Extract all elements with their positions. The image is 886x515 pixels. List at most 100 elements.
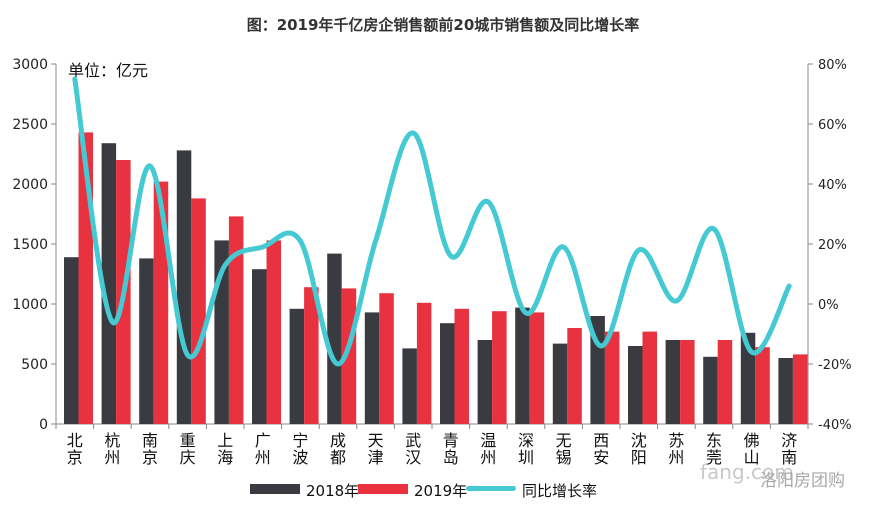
y-right-tick-label: 0%: [818, 298, 839, 313]
bar-2018: [139, 258, 154, 424]
bar-2019: [379, 293, 394, 424]
bar-2019: [529, 312, 545, 424]
bar-2018: [364, 312, 380, 424]
legend-swatch-2018: [250, 484, 300, 494]
x-tick-label: 苏: [668, 431, 684, 450]
y-left-tick-label: 3000: [12, 57, 48, 73]
x-tick-label: 山: [744, 448, 760, 467]
x-tick-label: 东: [706, 431, 722, 450]
x-tick-label: 沈: [631, 431, 647, 450]
chart-title: 图：2019年千亿房企销售额前20城市销售额及同比增长率: [246, 16, 640, 34]
bar-2018: [515, 307, 530, 424]
y-left-tick-label: 2500: [12, 117, 48, 133]
x-tick-label: 州: [480, 448, 496, 467]
legend-label-2018: 2018年: [306, 482, 360, 500]
bar-2018: [665, 340, 681, 424]
y-right-tick-label: 20%: [818, 238, 847, 253]
bar-2019: [755, 347, 770, 424]
x-tick-label: 莞: [706, 448, 722, 467]
bar-2018: [552, 343, 568, 424]
bar-2018: [477, 340, 493, 424]
x-tick-label: 天: [368, 431, 384, 450]
bar-2019: [454, 308, 469, 424]
x-tick-label: 佛: [744, 431, 760, 450]
x-tick-label: 温: [480, 431, 496, 450]
x-tick-label: 庆: [180, 448, 196, 467]
bar-2018: [590, 316, 605, 424]
bar-2018: [289, 308, 305, 424]
bar-2019: [341, 288, 357, 424]
bar-2019: [642, 331, 657, 424]
x-tick-label: 无: [556, 431, 572, 450]
y-left-tick-label: 1500: [12, 237, 48, 253]
bar-2018: [64, 257, 79, 424]
bar-2019: [492, 311, 507, 424]
bar-2019: [266, 240, 281, 424]
x-tick-label: 上: [217, 431, 233, 450]
watermark-logo: fang.com: [700, 460, 794, 484]
y-right-tick-label: 60%: [818, 118, 847, 133]
watermark-text: 洛阳房团购: [760, 471, 845, 491]
x-tick-label: 武: [405, 431, 421, 450]
y-left-tick-label: 500: [21, 357, 48, 373]
bar-2019: [680, 340, 695, 424]
bar-2018: [101, 143, 117, 424]
x-tick-label: 波: [292, 448, 308, 467]
x-tick-label: 锡: [556, 448, 572, 467]
x-tick-label: 京: [67, 448, 83, 467]
bar-2018: [703, 356, 718, 424]
legend-label-growth: 同比增长率: [522, 482, 598, 500]
y-right-tick-label: 40%: [818, 178, 847, 193]
x-tick-label: 州: [104, 448, 120, 467]
x-tick-label: 安: [593, 448, 609, 467]
x-tick-label: 京: [142, 448, 158, 467]
x-tick-label: 济: [781, 431, 797, 450]
x-tick-label: 成: [330, 431, 346, 450]
x-tick-label: 岛: [443, 448, 459, 467]
bar-2019: [416, 302, 432, 424]
x-tick-label: 南: [142, 431, 158, 450]
bar-2018: [740, 332, 756, 424]
bar-2018: [176, 150, 192, 424]
y-left-tick-label: 0: [39, 417, 48, 433]
bar-2018: [252, 269, 267, 424]
y-left-tick-label: 1000: [12, 297, 48, 313]
x-tick-label: 汉: [405, 448, 421, 467]
bar-2019: [228, 216, 244, 424]
x-tick-label: 西: [593, 431, 609, 450]
y-right-tick-label: -40%: [818, 418, 852, 433]
y-right-tick-label: -20%: [818, 358, 852, 373]
legend-swatch-growth: [466, 486, 516, 491]
bar-2018: [402, 348, 417, 424]
y-left-tick-label: 2000: [12, 177, 48, 193]
growth-rate-line: [72, 76, 792, 367]
bar-2019: [604, 331, 620, 424]
bar-2019: [191, 198, 206, 424]
x-tick-label: 海: [217, 448, 233, 467]
x-tick-label: 州: [255, 448, 271, 467]
bar-2019: [567, 328, 582, 424]
legend-label-2019: 2019年: [414, 482, 468, 500]
bar-2019: [792, 354, 808, 424]
x-tick-label: 深: [518, 431, 534, 450]
bar-2018: [327, 253, 342, 424]
x-tick-label: 青: [443, 431, 459, 450]
unit-label: 单位：亿元: [68, 61, 149, 80]
bar-2019: [717, 340, 733, 424]
x-tick-label: 宁: [292, 431, 308, 450]
x-tick-label: 州: [668, 448, 684, 467]
bar-2019: [304, 287, 319, 424]
y-right-tick-label: 80%: [818, 58, 847, 73]
x-tick-label: 广: [255, 431, 271, 450]
bar-2018: [778, 358, 793, 424]
bar-2018: [440, 323, 455, 424]
x-tick-label: 都: [330, 448, 346, 467]
x-tick-label: 北: [67, 431, 83, 450]
bar-2018: [628, 346, 643, 424]
x-tick-label: 杭: [104, 431, 120, 450]
legend-swatch-2019: [358, 484, 408, 494]
x-tick-label: 津: [368, 448, 384, 467]
x-tick-label: 重: [180, 431, 196, 450]
x-tick-label: 南: [781, 448, 797, 467]
